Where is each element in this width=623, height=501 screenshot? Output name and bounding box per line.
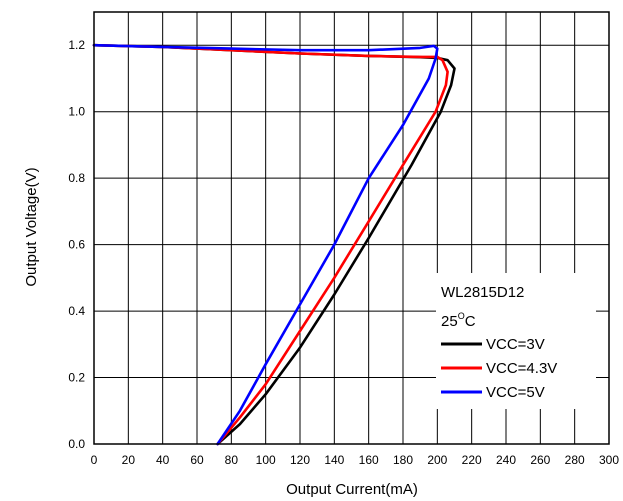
legend-subtitle: 25OC	[441, 311, 476, 330]
x-tick-label: 80	[225, 453, 239, 467]
y-tick-label: 1.0	[68, 105, 85, 119]
y-tick-label: 0.6	[68, 238, 85, 252]
x-tick-label: 60	[190, 453, 204, 467]
legend-title: WL2815D12	[441, 284, 524, 301]
plot-frame	[93, 11, 610, 445]
legend-label: VCC=3V	[486, 336, 545, 353]
x-tick-label: 0	[91, 453, 98, 467]
y-tick-label: 0.2	[68, 371, 85, 385]
y-tick-labels: 0.0 0.2 0.4 0.6 0.8 1.0 1.2	[68, 38, 85, 451]
x-tick-label: 20	[122, 453, 136, 467]
series-layer	[92, 43, 456, 446]
x-tick-label: 300	[599, 453, 619, 467]
y-tick-label: 0.0	[68, 437, 85, 451]
x-tick-label: 160	[359, 453, 379, 467]
y-axis-title: Output Voltage(V)	[23, 167, 40, 286]
legend-entries: VCC=3V VCC=4.3V VCC=5V	[441, 336, 557, 401]
x-tick-label: 140	[324, 453, 344, 467]
series-line	[92, 43, 449, 446]
x-tick-labels: 0 20 40 60 80 100 120 140 160 180 200 220 240 260 280 3…	[91, 453, 620, 467]
y-tick-label: 0.4	[68, 304, 85, 318]
y-tick-label: 0.8	[68, 171, 85, 185]
legend-label: VCC=4.3V	[486, 360, 557, 377]
legend: WL2815D12 25OC VCC=3V VCC=4.3V VCC=5V	[436, 273, 596, 409]
x-axis-title: Output Current(mA)	[286, 481, 418, 498]
y-tick-label: 1.2	[68, 38, 85, 52]
x-tick-label: 280	[565, 453, 585, 467]
legend-subtitle-base: 25	[441, 313, 458, 330]
x-tick-label: 220	[462, 453, 482, 467]
x-tick-label: 40	[156, 453, 170, 467]
series-line	[92, 43, 439, 446]
x-tick-label: 200	[427, 453, 447, 467]
legend-label: VCC=5V	[486, 384, 545, 401]
legend-subtitle-unit: C	[465, 313, 476, 330]
x-tick-label: 120	[290, 453, 310, 467]
x-tick-label: 240	[496, 453, 516, 467]
x-tick-label: 260	[530, 453, 550, 467]
x-tick-label: 100	[256, 453, 276, 467]
legend-subtitle-sup: O	[458, 311, 465, 321]
legend-box	[436, 273, 596, 409]
x-tick-label: 180	[393, 453, 413, 467]
